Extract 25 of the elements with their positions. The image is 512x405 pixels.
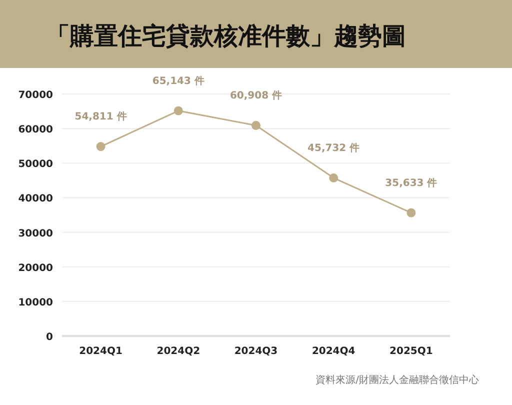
x-tick-label: 2024Q3 xyxy=(234,346,278,357)
data-label: 35,633 件 xyxy=(385,176,438,189)
data-label: 54,811 件 xyxy=(74,110,127,123)
data-label: 45,732 件 xyxy=(308,142,360,154)
y-tick-label: 50000 xyxy=(18,159,54,170)
x-tick-label: 2025Q1 xyxy=(390,346,433,357)
x-tick-label: 2024Q1 xyxy=(79,346,122,357)
point xyxy=(406,208,416,218)
x-tick-label: 2024Q4 xyxy=(312,346,356,357)
y-tick-label: 40000 xyxy=(18,194,54,205)
source-note: 資料來源/財團法人金融聯合徵信中心 xyxy=(316,374,479,386)
x-tick-label: 2024Q2 xyxy=(156,346,200,357)
y-tick-label: 70000 xyxy=(18,90,54,101)
point xyxy=(96,142,106,152)
point xyxy=(174,106,183,116)
y-tick-label: 30000 xyxy=(18,228,54,240)
y-tick-label: 0 xyxy=(46,332,54,343)
y-tick-label: 10000 xyxy=(18,297,54,308)
y-tick-label: 20000 xyxy=(18,262,54,274)
data-label: 65,143 件 xyxy=(152,74,204,87)
y-tick-label: 60000 xyxy=(18,124,54,136)
point xyxy=(252,120,260,130)
chart-title: 「購置住宅貸款核准件數」趨勢圖 xyxy=(46,22,406,50)
point xyxy=(329,173,338,182)
data-label: 60,908 件 xyxy=(230,89,282,102)
